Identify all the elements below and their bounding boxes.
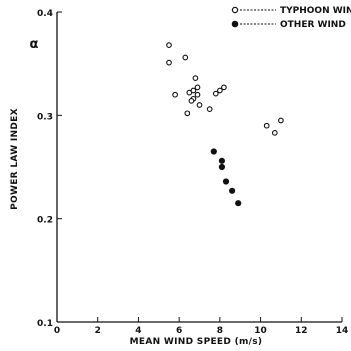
other-wind-point bbox=[210, 148, 217, 155]
y-tick-label: 0.4 bbox=[37, 9, 53, 19]
typhoon-wind-point bbox=[188, 98, 195, 104]
y-axis-ticks: 0.1 0.2 0.3 0.4 bbox=[37, 9, 62, 329]
x-tick-label: 10 bbox=[254, 326, 267, 336]
y-tick-label: 0.2 bbox=[37, 216, 53, 226]
typhoon-wind-point bbox=[194, 91, 201, 98]
x-tick-label: 8 bbox=[217, 326, 223, 336]
legend: TYPHOON WIND OTHER WIND bbox=[231, 6, 351, 30]
y-axis-symbol: α bbox=[30, 37, 39, 52]
typhoon-wind-point bbox=[263, 122, 270, 129]
typhoon-wind-point bbox=[182, 54, 189, 61]
legend-marker-other-wind bbox=[231, 20, 239, 28]
other-wind-point bbox=[235, 200, 242, 207]
legend-label-other-wind: OTHER WIND bbox=[280, 20, 346, 30]
typhoon-wind-point bbox=[278, 117, 284, 124]
x-tick-label: 0 bbox=[54, 326, 60, 336]
other-wind-point bbox=[222, 178, 230, 185]
legend-marker-typhoon-wind bbox=[231, 6, 239, 14]
x-axis-title: MEAN WIND SPEED (m/s) bbox=[130, 337, 263, 347]
typhoon-wind-point bbox=[221, 84, 227, 91]
x-tick-label: 12 bbox=[295, 326, 308, 336]
typhoon-wind-point bbox=[190, 87, 197, 94]
typhoon-wind-point bbox=[184, 110, 191, 117]
typhoon-wind-point bbox=[206, 106, 213, 112]
other-wind-point bbox=[218, 163, 225, 171]
typhoon-wind-point bbox=[166, 59, 172, 66]
typhoon-wind-point bbox=[194, 84, 201, 91]
x-tick-label: 2 bbox=[95, 326, 101, 336]
typhoon-wind-point bbox=[172, 91, 178, 98]
plot-axes bbox=[56, 12, 342, 323]
typhoon-wind-point bbox=[192, 75, 199, 81]
x-tick-label: 14 bbox=[336, 326, 349, 336]
legend-label-typhoon-wind: TYPHOON WIND bbox=[280, 6, 351, 16]
data-points bbox=[166, 42, 284, 207]
typhoon-wind-point bbox=[217, 87, 223, 94]
x-axis-ticks: 0 2 4 6 8 10 12 14 bbox=[54, 317, 348, 336]
typhoon-wind-point bbox=[212, 90, 219, 97]
typhoon-wind-point bbox=[271, 130, 278, 136]
x-tick-label: 6 bbox=[176, 326, 182, 336]
x-tick-label: 4 bbox=[135, 326, 141, 336]
y-axis-title: POWER LAW INDEX bbox=[10, 108, 20, 210]
typhoon-wind-point bbox=[166, 42, 172, 48]
typhoon-wind-point bbox=[196, 102, 203, 108]
other-wind-point bbox=[229, 187, 236, 194]
other-wind-point bbox=[218, 157, 225, 164]
y-tick-label: 0.1 bbox=[37, 319, 53, 329]
y-tick-label: 0.3 bbox=[37, 112, 53, 122]
